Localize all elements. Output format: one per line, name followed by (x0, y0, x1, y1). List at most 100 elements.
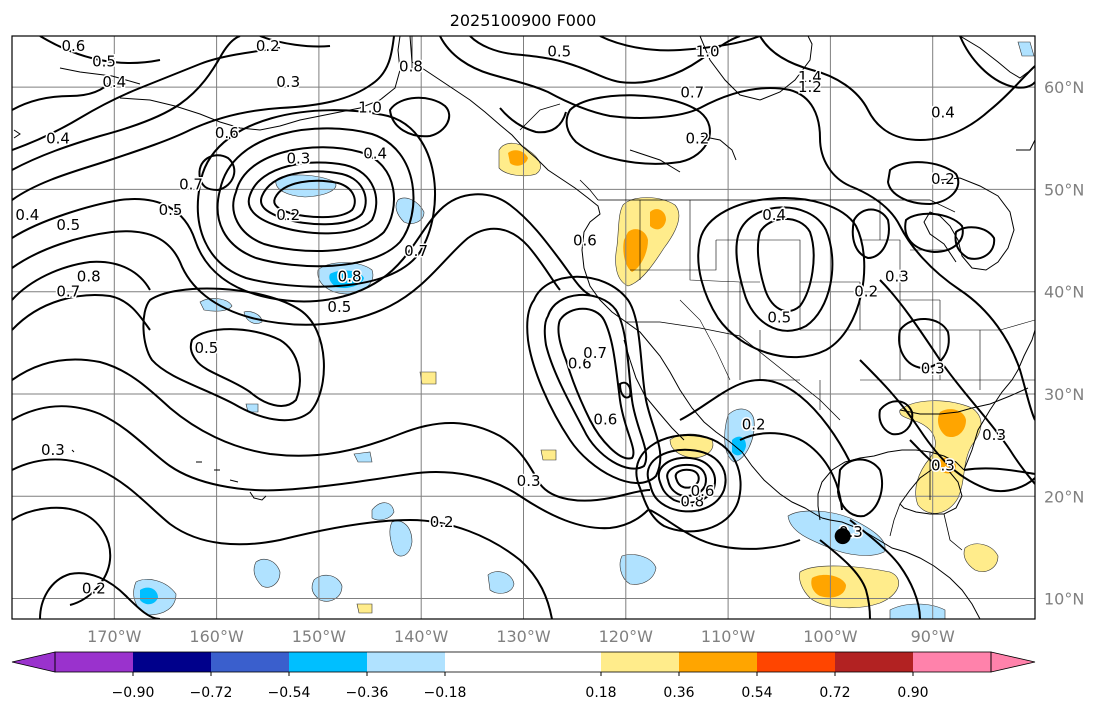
warm-anomaly-region (963, 543, 999, 572)
country-border (411, 36, 561, 131)
contour-value-label: 0.6 (593, 411, 617, 429)
colorbar-tick-label: 0.54 (741, 685, 772, 701)
contour-line (759, 36, 1035, 142)
contour-value-label: 0.3 (921, 359, 945, 377)
cool-anomaly-region (311, 574, 343, 602)
longitude-tick-label: 110°W (701, 627, 756, 646)
contour-line (646, 448, 727, 513)
contour-value-label: 0.6 (61, 37, 85, 55)
contour-line (273, 179, 356, 219)
warm-anomaly-region (650, 209, 666, 230)
contour-line (954, 226, 996, 260)
warm-anomaly-region (938, 409, 966, 438)
longitude-axis-labels: 170°W 160°W 150°W 140°W 130°W 120°W 110°W 100°W… (87, 627, 955, 646)
contour-line (557, 307, 635, 460)
latitude-tick-label: 30°N (1044, 385, 1084, 404)
cool-anomaly-region (245, 403, 259, 413)
contour-line (674, 468, 700, 489)
contour-line (247, 161, 378, 235)
longitude-tick-label: 160°W (189, 627, 244, 646)
contour-value-label: 1.0 (696, 42, 720, 60)
contour-line (904, 212, 964, 254)
contour-value-label: 1.4 (798, 68, 822, 86)
contour-value-label: 0.8 (77, 267, 101, 285)
contour-line (836, 458, 883, 518)
contour-line (189, 328, 301, 407)
contour-line (499, 107, 567, 134)
contour-line (909, 439, 945, 471)
longitude-tick-label: 90°W (911, 627, 955, 646)
coastline (119, 36, 401, 131)
coastline (59, 67, 141, 85)
coastline (963, 329, 1035, 471)
cool-anomaly-region (353, 451, 373, 463)
contour-line (12, 227, 561, 326)
colorbar-segment (211, 652, 290, 672)
cool-anomaly-region (371, 502, 395, 521)
cool-anomaly-region (140, 587, 158, 605)
contour-line (12, 506, 112, 606)
coastline (821, 517, 981, 619)
contour-value-label: 0.2 (276, 206, 300, 224)
contour-value-label: 0.4 (931, 104, 955, 122)
contour-value-label: 0.5 (56, 216, 80, 234)
contour-line (198, 154, 236, 192)
contour-value-label: 0.2 (430, 513, 454, 531)
contour-value-label: 0.7 (404, 242, 428, 260)
colorbar: −0.90 −0.72 −0.54 −0.36 −0.18 0.18 0.36 0.54 0.7… (11, 651, 1036, 701)
contour-line (649, 509, 801, 550)
cool-anomaly-region (253, 559, 281, 588)
contour-value-label: 0.5 (327, 298, 351, 316)
coastline (71, 449, 267, 501)
contour-line (259, 36, 331, 48)
contour-line (388, 96, 451, 138)
contour-line (196, 109, 436, 288)
warm-anomaly-region (540, 449, 557, 461)
contour-value-label: 0.2 (685, 129, 709, 147)
contour-line (12, 358, 651, 502)
contour-value-label: 0.4 (363, 145, 387, 163)
latitude-tick-label: 10°N (1044, 590, 1084, 609)
contour-value-label: 0.3 (517, 472, 541, 490)
latitude-tick-label: 40°N (1044, 283, 1084, 302)
cool-anomaly-region (389, 520, 413, 557)
contour-line (142, 287, 325, 422)
cool-anomaly-region (889, 603, 946, 619)
contour-line (12, 36, 241, 171)
contour-value-label: 0.6 (691, 482, 715, 500)
longitude-tick-label: 120°W (599, 627, 654, 646)
contour-line (849, 519, 921, 619)
coastline (899, 387, 1029, 415)
contour-line (39, 572, 161, 619)
colorbar-tick-label: −0.72 (190, 685, 233, 701)
colorbar-tick-label: 0.18 (585, 685, 616, 701)
contour-line (898, 317, 950, 370)
latitude-tick-label: 50°N (1044, 180, 1084, 199)
contour-value-label: 0.2 (742, 416, 766, 434)
contour-line (618, 381, 632, 399)
country-border (579, 179, 956, 213)
contour-labels: 0.6 0.5 0.4 0.2 0.3 0.8 0.5 1.0 1.41.2 0.7 0.2 0.4 0… (14, 36, 1008, 599)
contour-line (756, 217, 815, 313)
contour-line (959, 36, 1035, 89)
colorbar-tick-label: 0.72 (819, 685, 850, 701)
contour-value-label: 0.4 (762, 206, 786, 224)
warm-anomaly-region (811, 574, 846, 598)
contour-value-label: 0.3 (982, 426, 1006, 444)
contour-value-label: 0.3 (41, 441, 65, 459)
contour-value-label: 0.7 (179, 175, 203, 193)
contour-line (232, 146, 395, 253)
contour-value-label: 0.4 (46, 129, 70, 147)
cool-anomaly-region (395, 197, 425, 224)
contour-value-label: 0.3 (885, 267, 909, 285)
contour-lines (12, 36, 1035, 619)
longitude-tick-label: 150°W (292, 627, 347, 646)
contour-value-label: 0.5 (767, 308, 791, 326)
longitude-tick-label: 170°W (87, 627, 142, 646)
contour-value-label: 0.7 (680, 83, 704, 101)
colorbar-segment (679, 652, 758, 672)
longitude-tick-label: 130°W (496, 627, 551, 646)
contour-value-label: 0.2 (931, 170, 955, 188)
colorbar-tick-label: −0.90 (112, 685, 155, 701)
cool-anomaly-region (487, 571, 515, 594)
